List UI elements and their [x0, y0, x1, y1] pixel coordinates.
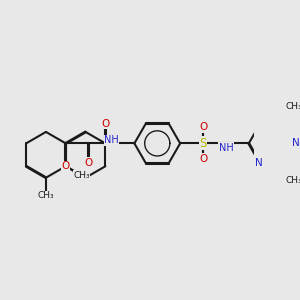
- Text: O: O: [199, 122, 207, 132]
- Text: CH₃: CH₃: [285, 176, 300, 185]
- Text: N: N: [255, 158, 263, 168]
- Text: N: N: [292, 138, 300, 148]
- Text: O: O: [199, 154, 207, 164]
- Text: CH₃: CH₃: [285, 102, 300, 111]
- Text: CH₃: CH₃: [73, 171, 90, 180]
- Text: O: O: [61, 161, 70, 171]
- Text: NH: NH: [104, 136, 119, 146]
- Text: NH: NH: [218, 143, 233, 153]
- Text: O: O: [85, 158, 93, 168]
- Text: O: O: [101, 119, 110, 129]
- Text: S: S: [199, 137, 207, 150]
- Text: CH₃: CH₃: [38, 191, 54, 200]
